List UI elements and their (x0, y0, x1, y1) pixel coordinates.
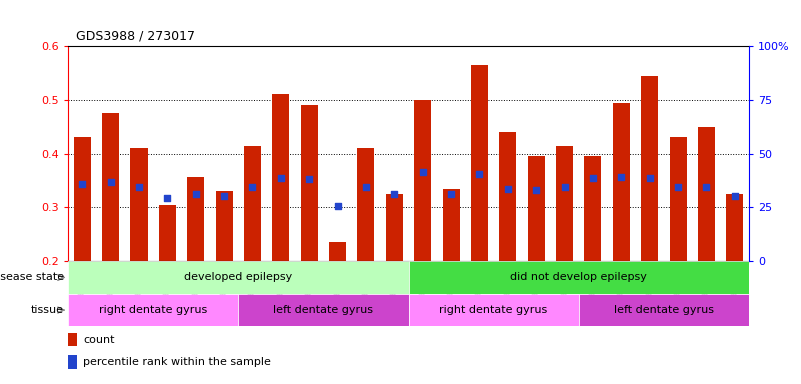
Bar (556, 146, 573, 261)
Text: right dentate gyrus: right dentate gyrus (440, 305, 548, 315)
Point (671, 184, 684, 190)
Bar (641, 76, 658, 261)
Bar (131, 148, 147, 261)
Bar (414, 100, 431, 261)
Point (218, 192, 231, 199)
Point (417, 169, 429, 175)
Text: developed epilepsy: developed epilepsy (184, 272, 292, 283)
Text: disease state: disease state (0, 272, 64, 283)
Point (104, 179, 117, 185)
Bar (670, 137, 686, 261)
Bar (499, 132, 517, 261)
Point (133, 184, 146, 190)
Bar (239, 294, 409, 326)
Point (360, 184, 372, 190)
Bar (409, 294, 578, 326)
Text: did not develop epilepsy: did not develop epilepsy (510, 272, 647, 283)
Point (728, 192, 741, 199)
Bar (244, 146, 261, 261)
Point (700, 184, 713, 190)
Point (473, 171, 486, 177)
Bar (215, 191, 232, 261)
Bar (187, 177, 204, 261)
Bar (68, 261, 409, 294)
Bar (386, 194, 403, 261)
Bar (272, 94, 289, 261)
Text: count: count (83, 334, 115, 344)
Point (331, 203, 344, 209)
Text: right dentate gyrus: right dentate gyrus (99, 305, 207, 315)
Bar (300, 105, 318, 261)
Bar (159, 205, 176, 261)
Bar (68, 294, 239, 326)
Bar (74, 137, 91, 261)
Bar (578, 294, 749, 326)
Text: left dentate gyrus: left dentate gyrus (614, 305, 714, 315)
Bar (471, 65, 488, 261)
Text: left dentate gyrus: left dentate gyrus (273, 305, 373, 315)
Bar (698, 127, 714, 261)
Bar (528, 156, 545, 261)
Bar (613, 103, 630, 261)
Point (161, 195, 174, 201)
Bar (409, 261, 749, 294)
Bar (68, 355, 77, 369)
Point (189, 191, 202, 197)
Bar (329, 242, 346, 261)
Point (275, 175, 288, 181)
Bar (357, 148, 374, 261)
Point (246, 184, 259, 190)
Text: tissue: tissue (31, 305, 64, 315)
Bar (442, 189, 460, 261)
Point (643, 175, 656, 181)
Point (615, 174, 628, 180)
Bar (585, 156, 602, 261)
Point (303, 176, 316, 182)
Point (501, 185, 514, 192)
Bar (103, 113, 119, 261)
Point (76, 181, 89, 187)
Point (586, 175, 599, 181)
Point (388, 191, 400, 197)
Point (445, 191, 457, 197)
Point (558, 184, 571, 190)
Bar (727, 194, 743, 261)
Point (529, 187, 542, 193)
Bar (68, 333, 77, 346)
Text: percentile rank within the sample: percentile rank within the sample (83, 357, 272, 367)
Text: GDS3988 / 273017: GDS3988 / 273017 (76, 29, 195, 42)
